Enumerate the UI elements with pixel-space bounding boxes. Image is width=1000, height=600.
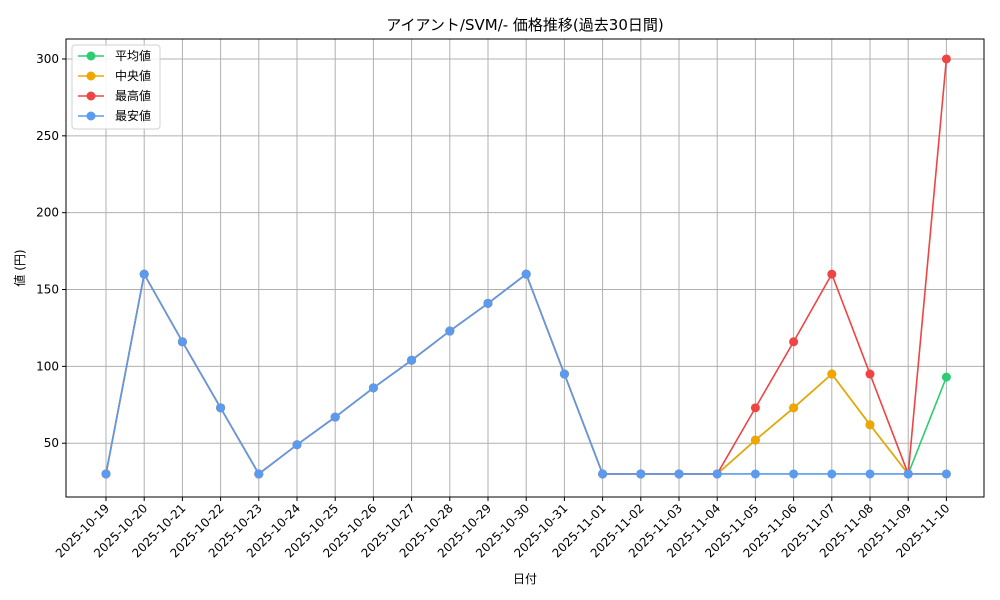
- y-tick-label: 100: [36, 359, 59, 373]
- y-axis-label: 値 (円): [12, 249, 27, 286]
- x-axis: 2025-10-192025-10-202025-10-212025-10-22…: [53, 497, 953, 560]
- y-tick-label: 300: [36, 52, 59, 66]
- data-point: [827, 269, 837, 279]
- data-point: [559, 369, 569, 379]
- data-point: [101, 469, 111, 479]
- data-point: [674, 469, 684, 479]
- legend-swatch-marker: [86, 111, 96, 121]
- data-point: [865, 420, 875, 430]
- data-point: [941, 469, 951, 479]
- data-point: [789, 469, 799, 479]
- data-point: [407, 355, 417, 365]
- legend-swatch-marker: [86, 51, 96, 61]
- legend-box: [71, 44, 161, 130]
- data-point: [368, 383, 378, 393]
- data-point: [292, 440, 302, 450]
- data-point: [941, 54, 951, 64]
- x-axis-label: 日付: [513, 572, 537, 586]
- data-point: [750, 403, 760, 413]
- data-point: [941, 372, 951, 382]
- data-point: [712, 469, 722, 479]
- y-axis: 50 100 150 200 250 300: [36, 52, 66, 450]
- data-point: [521, 269, 531, 279]
- data-point: [750, 469, 760, 479]
- y-tick-label: 150: [36, 283, 59, 297]
- data-point: [330, 412, 340, 422]
- chart-title: アイアント/SVM/- 価格推移(過去30日間): [386, 16, 663, 34]
- data-point: [789, 337, 799, 347]
- data-point: [598, 469, 608, 479]
- legend-swatch-marker: [86, 91, 96, 101]
- legend-swatch-marker: [86, 71, 96, 81]
- data-point: [254, 469, 264, 479]
- data-point: [827, 469, 837, 479]
- data-point: [789, 403, 799, 413]
- data-point: [865, 469, 875, 479]
- grid-lines: [66, 39, 984, 497]
- series-group: [101, 54, 951, 479]
- data-point: [827, 369, 837, 379]
- legend-label: 最高値: [115, 88, 151, 103]
- data-point: [865, 369, 875, 379]
- data-point: [750, 435, 760, 445]
- y-tick-label: 50: [44, 436, 59, 450]
- plot-frame: [65, 38, 985, 498]
- y-tick-label: 200: [36, 206, 59, 220]
- data-point: [445, 326, 455, 336]
- y-tick-label: 250: [36, 129, 59, 143]
- legend-label: 中央値: [115, 68, 151, 83]
- series-3: [101, 269, 951, 479]
- data-point: [636, 469, 646, 479]
- legend-label: 平均値: [115, 48, 151, 63]
- data-point: [177, 337, 187, 347]
- data-point: [216, 403, 226, 413]
- data-point: [903, 469, 913, 479]
- data-point: [139, 269, 149, 279]
- data-point: [483, 298, 493, 308]
- legend-label: 最安値: [115, 108, 151, 123]
